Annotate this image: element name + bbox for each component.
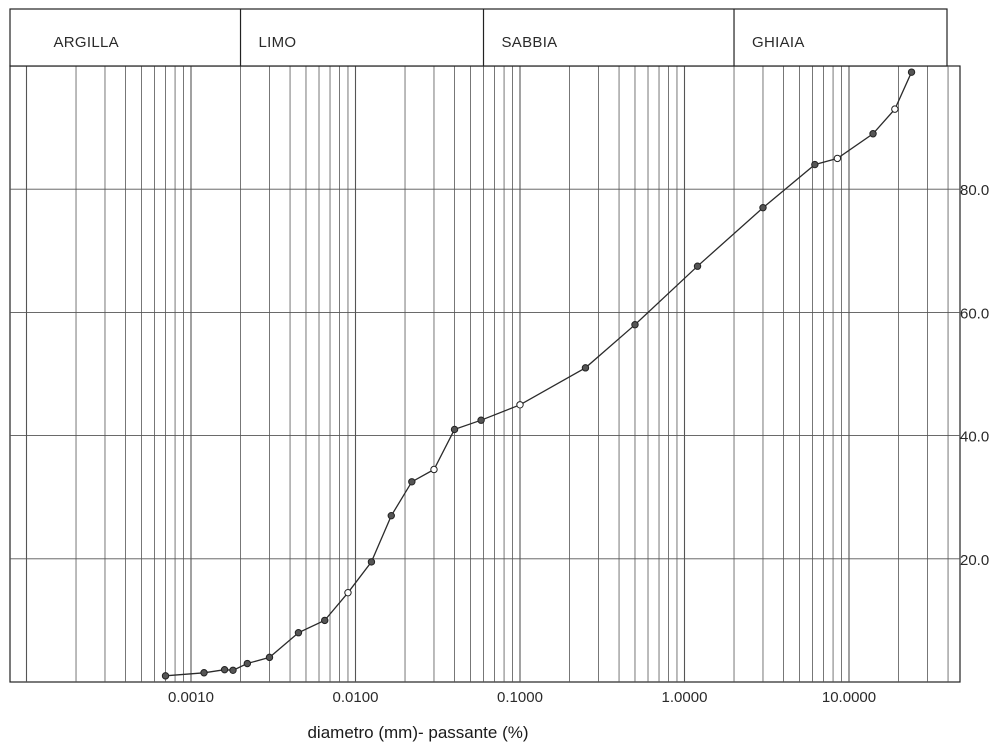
data-point bbox=[229, 666, 237, 674]
data-point bbox=[294, 629, 303, 637]
band-label-sabbia: SABBIA bbox=[502, 34, 558, 51]
data-point bbox=[833, 154, 842, 163]
y-tick-labels: 20.0 40.0 60.0 80.0 bbox=[960, 182, 989, 569]
x-tick-label: 1.0000 bbox=[662, 689, 708, 706]
x-tick-labels: 0.0010 0.0100 0.1000 1.0000 10.0000 bbox=[168, 689, 876, 706]
data-point bbox=[265, 653, 274, 662]
y-tick-label: 40.0 bbox=[960, 429, 989, 446]
data-point bbox=[220, 665, 229, 674]
data-point bbox=[811, 160, 819, 169]
data-point bbox=[516, 401, 524, 409]
x-tick-label: 10.0000 bbox=[822, 689, 876, 706]
data-point bbox=[243, 659, 252, 668]
data-point bbox=[430, 465, 438, 474]
band-label-ghiaia: GHIAIA bbox=[752, 34, 805, 51]
plot-border bbox=[9, 65, 961, 683]
series bbox=[161, 68, 916, 680]
band-label-argilla: ARGILLA bbox=[54, 34, 119, 51]
data-point bbox=[408, 478, 416, 486]
grid bbox=[9, 65, 961, 683]
x-tick-label: 0.1000 bbox=[497, 689, 543, 706]
data-point bbox=[693, 262, 702, 270]
data-point bbox=[321, 616, 329, 625]
data-point bbox=[631, 321, 639, 329]
data-point bbox=[891, 105, 899, 113]
x-axis-title: diametro (mm)- passante (%) bbox=[307, 723, 528, 742]
y-tick-label: 80.0 bbox=[960, 182, 989, 199]
data-point bbox=[161, 672, 170, 680]
x-tick-label: 0.0100 bbox=[333, 689, 379, 706]
y-tick-label: 60.0 bbox=[960, 305, 989, 322]
data-point bbox=[450, 425, 459, 434]
data-point bbox=[907, 68, 916, 76]
data-point bbox=[200, 669, 208, 677]
data-point bbox=[477, 416, 485, 424]
y-tick-label: 20.0 bbox=[960, 552, 989, 569]
data-point bbox=[869, 130, 877, 138]
data-point bbox=[759, 203, 767, 212]
soil-class-header: ARGILLA LIMO SABBIA GHIAIA bbox=[9, 8, 948, 67]
data-point bbox=[344, 588, 352, 597]
x-tick-label: 0.0010 bbox=[168, 689, 214, 706]
header-frame bbox=[9, 8, 948, 67]
data-point bbox=[367, 558, 376, 566]
data-point bbox=[581, 364, 590, 372]
data-point bbox=[387, 511, 395, 520]
band-label-limo: LIMO bbox=[259, 34, 297, 51]
